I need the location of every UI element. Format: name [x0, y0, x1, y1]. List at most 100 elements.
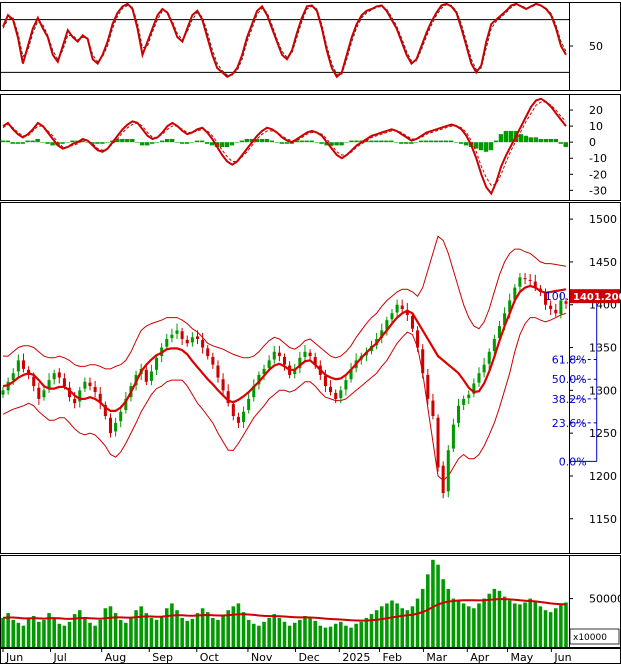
candle-body: [277, 352, 281, 357]
stochastic-k-line: [2, 2, 567, 79]
x-axis-label: Jun: [553, 651, 571, 664]
stochastic-panel: 50: [0, 2, 621, 91]
candle-body: [32, 376, 36, 387]
macd-histogram-bar: [5, 140, 10, 143]
volume-bar: [349, 627, 353, 647]
x-axis-label: Oct: [200, 651, 220, 664]
macd-histogram-bar: [189, 142, 195, 143]
volume-bar: [108, 606, 113, 647]
candle-body: [267, 360, 271, 369]
macd-histogram-bar: [279, 142, 284, 144]
macd-histogram-bar: [194, 140, 200, 143]
volume-bar: [165, 608, 169, 647]
macd-histogram-bar: [154, 142, 160, 143]
volume-bar: [267, 617, 271, 647]
macd-histogram-bar: [424, 140, 429, 143]
macd-histogram-bar: [543, 138, 549, 143]
volume-bar: [1, 617, 5, 647]
volume-bar: [369, 614, 374, 647]
candle-body: [308, 352, 312, 357]
macd-histogram-bar: [498, 134, 504, 143]
x-axis-label: 2025: [342, 651, 370, 664]
price-tick-label: 1300: [589, 384, 617, 397]
price-tick-label: 1450: [589, 256, 617, 269]
candle-body: [83, 381, 87, 389]
macd-histogram-bar: [483, 142, 489, 152]
candle-body: [482, 364, 486, 373]
macd-histogram-bar: [120, 138, 125, 143]
volume-bar: [431, 559, 435, 647]
macd-histogram-bar: [80, 140, 85, 143]
macd-histogram-bar: [234, 142, 240, 143]
macd-histogram-bar: [25, 140, 30, 143]
macd-histogram-bar: [309, 140, 314, 143]
macd-histogram-bar: [354, 140, 359, 143]
volume-bar: [292, 622, 297, 647]
candle-body: [344, 380, 348, 390]
candle-body: [323, 375, 327, 387]
macd-histogram-bar: [429, 140, 434, 143]
macd-histogram-bar: [563, 142, 568, 147]
candle-body: [236, 416, 240, 423]
fibonacci-level-label: 61.8%: [552, 354, 587, 367]
macd-histogram-bar: [179, 142, 185, 144]
macd-histogram-bar: [448, 140, 454, 143]
stochastic-tick-label: 50: [589, 40, 603, 53]
volume-bar: [364, 617, 369, 647]
macd-histogram-bar: [90, 142, 95, 144]
candle-body: [190, 337, 194, 343]
macd-histogram-bar: [274, 142, 279, 143]
candle-body: [564, 301, 568, 304]
volume-bar: [477, 603, 481, 647]
macd-histogram-bar: [473, 142, 479, 149]
volume-bar: [415, 598, 420, 647]
volume-unit-label: x10000: [573, 633, 607, 643]
volume-bar: [200, 608, 205, 647]
bollinger-lower-band: [2, 312, 567, 481]
candle-body: [16, 360, 20, 372]
volume-bar: [42, 619, 46, 647]
candle-body: [257, 374, 261, 385]
candle-body: [93, 386, 97, 393]
macd-histogram-bar: [70, 140, 75, 143]
volume-bar: [420, 588, 425, 647]
candle-body: [405, 309, 409, 316]
candle-body: [349, 368, 353, 380]
macd-histogram-bar: [239, 140, 245, 143]
bollinger-upper-band: [3, 235, 567, 370]
macd-tick-label: -20: [589, 168, 607, 181]
macd-tick-label: 10: [589, 120, 603, 133]
macd-histogram-bar: [199, 140, 205, 143]
volume-bar: [226, 610, 230, 647]
volume-bar: [354, 623, 358, 647]
volume-bar: [216, 619, 220, 647]
candle-body: [390, 313, 394, 320]
macd-histogram-bar: [65, 142, 70, 143]
volume-bar: [518, 604, 522, 647]
volume-bar: [359, 621, 364, 647]
candle-body: [462, 398, 466, 405]
fibonacci-level-label: 23.6%: [552, 417, 587, 430]
volume-bar: [507, 600, 512, 647]
macd-histogram-bar: [254, 138, 260, 143]
x-axis-label: Dec: [298, 651, 319, 664]
volume-bar: [185, 620, 190, 647]
macd-histogram-bar: [329, 142, 334, 146]
x-axis: Jun Jul Aug Sep Oct Nov Dec 2025 Feb Mar Apr May Jun: [0, 648, 621, 664]
volume-bar: [170, 603, 174, 647]
macd-histogram-bar: [493, 140, 499, 143]
candle-body: [124, 398, 128, 411]
macd-histogram-bar: [453, 142, 459, 143]
macd-histogram-bar: [259, 138, 265, 143]
macd-histogram-bar: [384, 140, 389, 143]
volume-bar: [374, 610, 379, 647]
volume-bar: [113, 613, 118, 647]
macd-line: [2, 97, 567, 196]
macd-histogram-bar: [394, 142, 399, 143]
macd-histogram-bar: [135, 142, 140, 143]
macd-histogram-bar: [60, 142, 65, 144]
volume-bar: [528, 598, 532, 647]
candle-body: [201, 339, 205, 348]
volume-bar: [405, 610, 410, 647]
candle-body: [410, 315, 414, 329]
